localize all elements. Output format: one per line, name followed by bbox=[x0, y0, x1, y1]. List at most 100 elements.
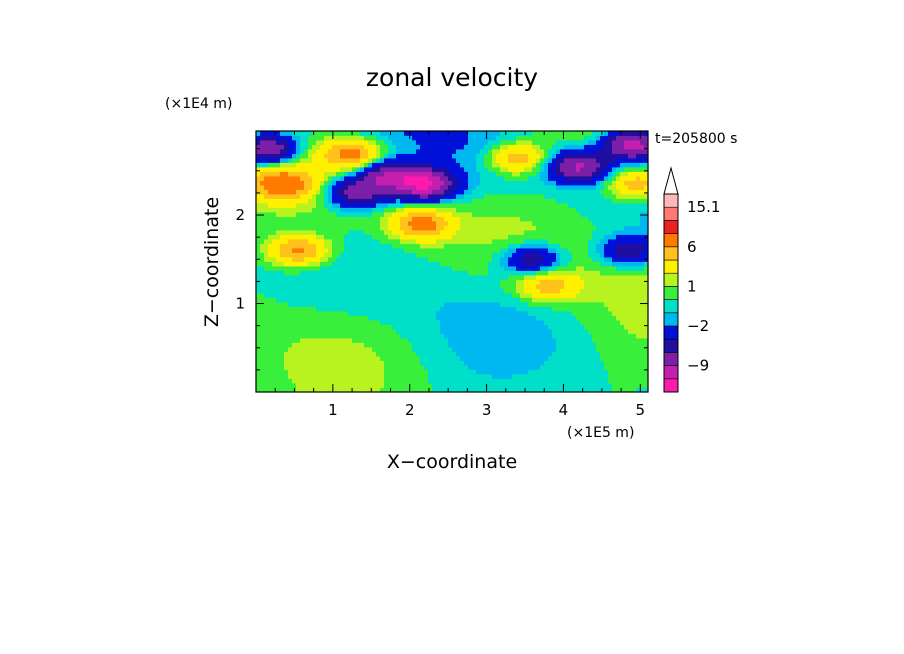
field-cell bbox=[600, 230, 605, 235]
field-cell bbox=[556, 320, 561, 325]
field-cell bbox=[256, 311, 261, 316]
field-cell bbox=[364, 261, 369, 267]
field-cell bbox=[368, 171, 373, 177]
field-cell bbox=[548, 383, 553, 388]
field-cell bbox=[544, 212, 549, 217]
field-cell bbox=[560, 324, 565, 330]
field-cell bbox=[564, 311, 569, 316]
field-cell bbox=[340, 378, 345, 384]
field-cell bbox=[360, 338, 365, 343]
field-cell bbox=[532, 216, 537, 222]
field-cell bbox=[308, 171, 313, 177]
field-cell bbox=[500, 230, 505, 235]
field-cell bbox=[636, 284, 641, 289]
field-cell bbox=[392, 324, 397, 330]
field-cell bbox=[524, 207, 529, 213]
field-cell bbox=[536, 306, 541, 312]
field-cell bbox=[564, 198, 569, 204]
field-cell bbox=[508, 306, 513, 312]
field-cell bbox=[576, 230, 581, 235]
field-cell bbox=[560, 365, 565, 370]
field-cell bbox=[380, 171, 385, 177]
field-cell bbox=[380, 387, 385, 393]
field-cell bbox=[640, 374, 645, 379]
field-cell bbox=[540, 356, 545, 361]
field-cell bbox=[316, 347, 321, 352]
field-cell bbox=[520, 189, 525, 195]
field-cell bbox=[636, 365, 641, 370]
field-cell bbox=[616, 347, 621, 352]
field-cell bbox=[264, 225, 269, 231]
field-cell bbox=[276, 383, 281, 388]
field-cell bbox=[520, 383, 525, 388]
field-cell bbox=[644, 189, 649, 195]
field-cell bbox=[560, 293, 565, 298]
field-cell bbox=[644, 216, 649, 222]
field-cell bbox=[400, 243, 405, 249]
field-cell bbox=[552, 329, 557, 334]
field-cell bbox=[332, 189, 337, 195]
field-cell bbox=[456, 162, 461, 168]
field-cell bbox=[512, 387, 517, 393]
field-cell bbox=[576, 266, 581, 271]
field-cell bbox=[432, 266, 437, 271]
field-cell bbox=[584, 212, 589, 217]
field-cell bbox=[332, 252, 337, 258]
field-cell bbox=[508, 315, 513, 321]
field-cell bbox=[332, 365, 337, 370]
field-cell bbox=[396, 198, 401, 204]
field-cell bbox=[284, 315, 289, 321]
field-cell bbox=[324, 320, 329, 325]
field-cell bbox=[264, 302, 269, 307]
field-cell bbox=[508, 230, 513, 235]
field-cell bbox=[444, 216, 449, 222]
field-cell bbox=[472, 347, 477, 352]
field-cell bbox=[348, 266, 353, 271]
field-cell bbox=[260, 378, 265, 384]
field-cell bbox=[608, 198, 613, 204]
field-cell bbox=[472, 212, 477, 217]
field-cell bbox=[632, 261, 637, 267]
field-cell bbox=[476, 342, 481, 348]
field-cell bbox=[308, 176, 313, 181]
field-cell bbox=[392, 351, 397, 357]
field-cell bbox=[472, 374, 477, 379]
field-cell bbox=[384, 239, 389, 244]
field-cell bbox=[296, 261, 301, 267]
field-cell bbox=[256, 270, 261, 276]
field-cell bbox=[464, 207, 469, 213]
field-cell bbox=[264, 338, 269, 343]
field-cell bbox=[372, 162, 377, 168]
field-cell bbox=[268, 261, 273, 267]
field-cell bbox=[464, 216, 469, 222]
field-cell bbox=[388, 374, 393, 379]
field-cell bbox=[628, 176, 633, 181]
field-cell bbox=[408, 239, 413, 244]
field-cell bbox=[448, 306, 453, 312]
field-cell bbox=[620, 261, 625, 267]
field-cell bbox=[548, 333, 553, 339]
field-cell bbox=[532, 248, 537, 253]
field-cell bbox=[424, 320, 429, 325]
field-cell bbox=[320, 338, 325, 343]
field-cell bbox=[456, 369, 461, 375]
field-cell bbox=[628, 248, 633, 253]
field-cell bbox=[436, 315, 441, 321]
field-cell bbox=[412, 297, 417, 303]
field-cell bbox=[448, 185, 453, 190]
field-cell bbox=[524, 252, 529, 258]
field-cell bbox=[268, 234, 273, 240]
field-cell bbox=[288, 221, 293, 226]
field-cell bbox=[532, 311, 537, 316]
field-cell bbox=[408, 342, 413, 348]
field-cell bbox=[324, 185, 329, 190]
field-cell bbox=[268, 293, 273, 298]
field-cell bbox=[628, 221, 633, 226]
field-cell bbox=[328, 383, 333, 388]
field-cell bbox=[608, 320, 613, 325]
field-cell bbox=[512, 243, 517, 249]
field-cell bbox=[612, 369, 617, 375]
field-cell bbox=[392, 239, 397, 244]
field-cell bbox=[348, 162, 353, 168]
field-cell bbox=[604, 374, 609, 379]
